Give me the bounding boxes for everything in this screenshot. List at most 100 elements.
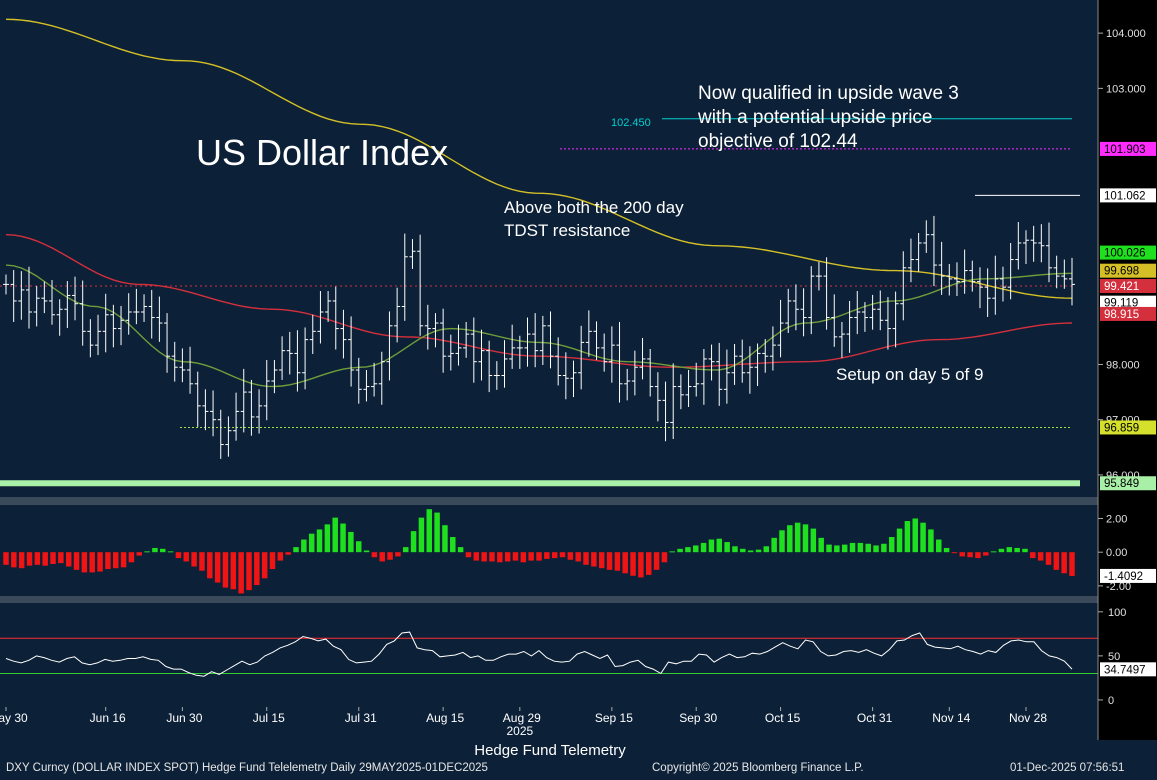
oscillator-bar xyxy=(395,552,401,557)
oscillator-bar xyxy=(794,522,801,553)
price-bar xyxy=(593,321,600,361)
oscillator-bar xyxy=(755,549,762,553)
oscillator-bar xyxy=(50,552,56,564)
price-bar xyxy=(854,291,861,335)
oscillator-bar xyxy=(998,548,1005,553)
oscillator-bar xyxy=(285,552,291,555)
oscillator-bar xyxy=(920,522,926,553)
price-bar xyxy=(1007,242,1014,300)
price-scale-tag-label: 99.421 xyxy=(1104,281,1139,293)
oscillator-bar xyxy=(536,552,542,561)
oscillator-bar xyxy=(73,552,80,570)
oscillator-bar xyxy=(308,533,315,553)
oscillator-bar xyxy=(183,552,190,562)
oscillator-bar xyxy=(230,552,237,590)
osc-tick-label: 0.00 xyxy=(1106,547,1127,559)
price-bar xyxy=(1061,259,1068,289)
price-bar xyxy=(907,238,914,283)
price-bar xyxy=(716,342,723,406)
price-bar xyxy=(1030,225,1037,262)
oscillator-bar xyxy=(849,542,856,553)
price-scale-tag xyxy=(1100,188,1156,203)
oscillator-bar xyxy=(779,530,785,553)
oscillator-bar xyxy=(387,552,393,560)
price-bar xyxy=(831,294,838,347)
wave-note-line2: with a potential upside price xyxy=(697,107,932,128)
price-bar xyxy=(64,281,71,329)
oscillator-bar xyxy=(677,548,683,553)
price-bar xyxy=(355,357,362,404)
price-bar xyxy=(225,416,232,457)
oscillator-bar xyxy=(528,552,534,561)
price-scale-tag-label: 98.915 xyxy=(1104,309,1139,321)
axes: 96.00097.00098.000103.000104.000101.9031… xyxy=(0,0,1157,740)
ma-line-ma20 xyxy=(5,264,1073,388)
price-bar xyxy=(1069,257,1075,306)
price-bar xyxy=(823,257,830,330)
target-label: 102.450 xyxy=(611,117,651,129)
price-tick-label: 98.000 xyxy=(1106,359,1140,371)
x-tick-label: Aug 29 xyxy=(503,711,541,725)
price-bar xyxy=(240,368,247,433)
osc-last-label: -1.4092 xyxy=(1104,571,1143,583)
price-bar xyxy=(87,319,94,358)
price-bar xyxy=(938,241,945,295)
price-bar xyxy=(639,337,646,380)
oscillator-bar xyxy=(18,552,25,569)
oscillator-bar xyxy=(834,545,840,553)
oscillator-bar xyxy=(802,524,809,553)
price-bar xyxy=(861,302,868,332)
price-bar xyxy=(294,330,301,392)
oscillator-bar xyxy=(1006,547,1013,553)
oscillator-bar xyxy=(888,537,895,553)
price-bar xyxy=(647,349,654,397)
price-bar xyxy=(171,341,178,382)
setup-note: Setup on day 5 of 9 xyxy=(836,365,983,384)
oscillator-bar xyxy=(324,524,331,553)
price-bar xyxy=(156,296,163,342)
oscillator-bar xyxy=(559,552,566,558)
price-bar xyxy=(539,315,546,366)
oscillator-bar xyxy=(598,552,605,569)
price-bar xyxy=(754,343,761,387)
oscillator-bar xyxy=(936,539,942,553)
oscillator-bar xyxy=(771,537,777,553)
oscillator-bar xyxy=(740,548,746,553)
oscillator-bar xyxy=(975,552,981,559)
oscillator-bar xyxy=(128,552,135,563)
price-bar xyxy=(731,344,738,385)
oscillator-bar xyxy=(89,552,95,573)
footer-security: DXY Curncy (DOLLAR INDEX SPOT) Hedge Fun… xyxy=(6,762,488,774)
price-bar xyxy=(279,336,286,380)
oscillator-bar xyxy=(136,552,142,556)
oscillator-bar xyxy=(418,517,425,553)
oscillator-bar xyxy=(787,525,793,553)
price-bar xyxy=(555,337,562,386)
oscillator-bar xyxy=(26,552,33,566)
price-bar xyxy=(470,317,477,383)
wave-note-line1: Now qualified in upside wave 3 xyxy=(698,83,959,104)
oscillator-bar xyxy=(489,552,495,562)
price-bar xyxy=(884,297,891,350)
price-bar xyxy=(432,313,439,348)
rsi-line xyxy=(5,631,1073,677)
oscillator-bar xyxy=(520,552,527,563)
price-scale-tag xyxy=(1100,306,1156,321)
oscillator-bar xyxy=(763,546,770,553)
price-bar xyxy=(493,361,500,390)
oscillator-bar xyxy=(583,552,589,565)
price-bar xyxy=(409,239,416,269)
rsi-last-tag xyxy=(1100,662,1156,677)
oscillator-bar xyxy=(11,552,17,568)
oscillator-bar xyxy=(716,538,723,553)
panel-divider xyxy=(0,497,1098,505)
oscillator-bar xyxy=(175,552,182,559)
price-bar xyxy=(869,294,876,330)
oscillator-bar xyxy=(873,545,879,553)
price-bar xyxy=(371,362,378,397)
oscillator-bar xyxy=(967,552,973,558)
price-bar xyxy=(95,314,102,356)
x-tick-label: Oct 15 xyxy=(765,711,801,725)
oscillator-bar xyxy=(403,547,409,553)
price-bar xyxy=(463,321,470,358)
